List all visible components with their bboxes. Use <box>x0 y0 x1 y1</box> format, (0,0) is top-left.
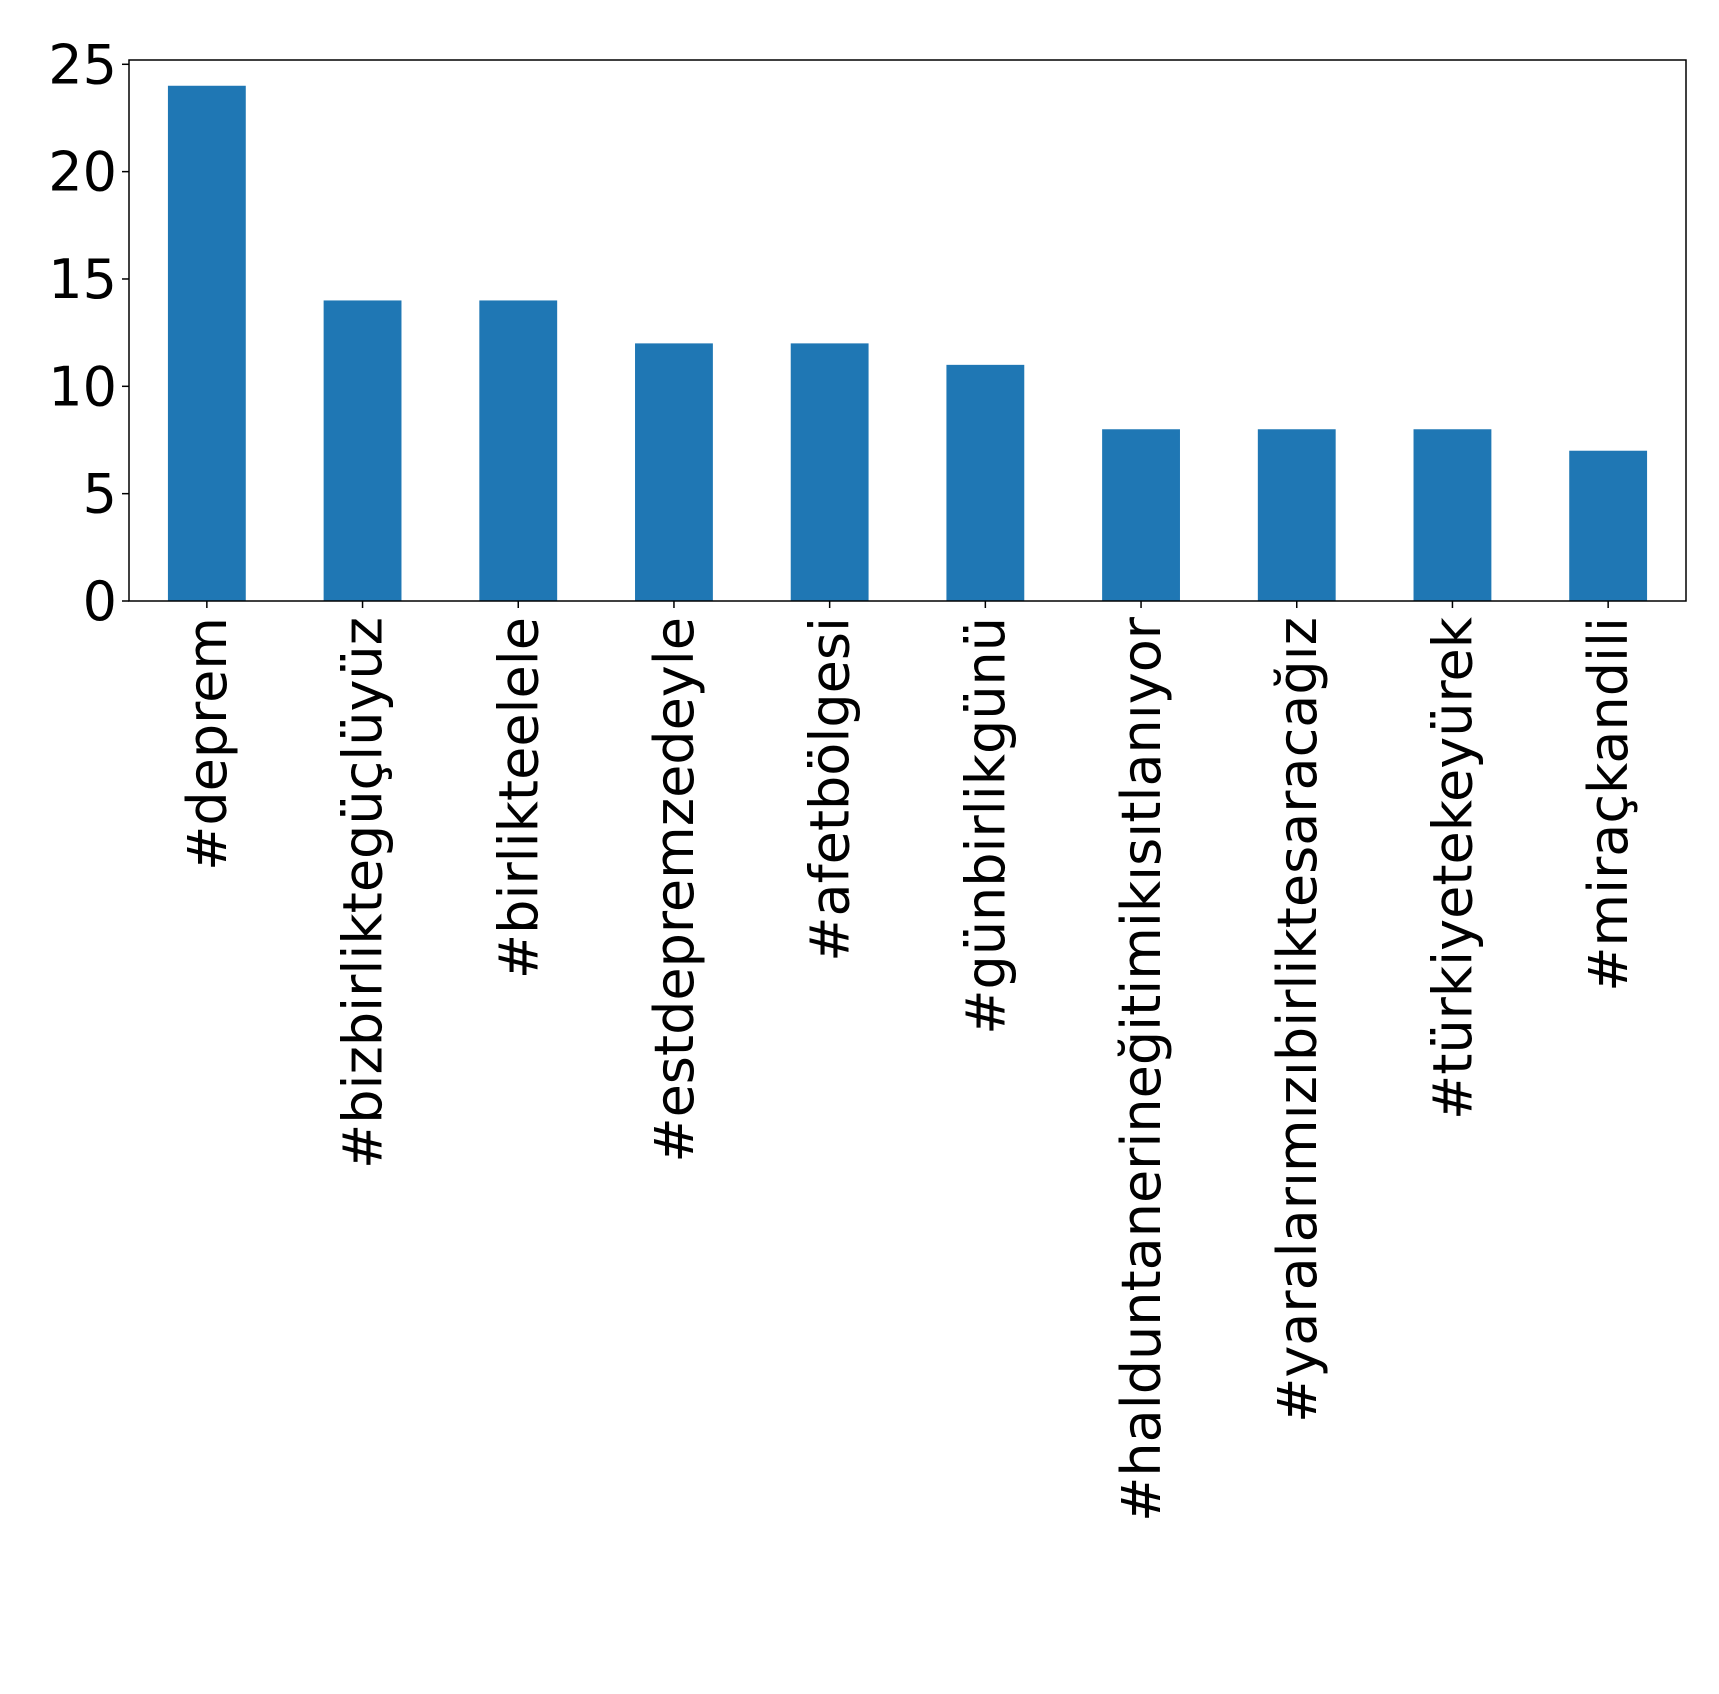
x-tick-label: #birlikteelele <box>487 617 550 979</box>
bar <box>479 300 558 601</box>
x-tick-label: #bizbirliktegüçlüyüz <box>332 617 395 1169</box>
bar <box>790 343 869 601</box>
bar <box>1413 429 1492 601</box>
x-tick-label: #afetbölgesi <box>799 617 862 962</box>
bar <box>167 85 246 601</box>
y-tick-label: 5 <box>83 463 117 526</box>
x-tick-label: #miraçkandili <box>1577 617 1640 992</box>
bar <box>323 300 402 601</box>
bar <box>1102 429 1180 601</box>
y-tick-label: 0 <box>83 570 117 633</box>
x-tick-label: #yaralarımızıbirliktesaracağız <box>1266 617 1329 1423</box>
x-tick-label: #halduntanerineğitimikısıtlanıyor <box>1110 616 1173 1522</box>
bar <box>946 364 1025 601</box>
plot-frame <box>128 59 1687 602</box>
y-tick-label: 20 <box>48 141 117 204</box>
x-tick-label: #estdepremzedeyle <box>643 617 706 1163</box>
x-axis-ticks: #deprem #bizbirliktegüçlüyüz #birlikteelel… <box>176 601 1640 1522</box>
y-tick-label: 10 <box>48 355 117 418</box>
bar <box>1257 429 1336 601</box>
y-tick-label: 15 <box>48 248 117 311</box>
x-tick-label: #deprem <box>176 617 239 871</box>
bars-group <box>167 85 1648 601</box>
bar <box>1569 450 1648 601</box>
bar <box>635 343 713 601</box>
x-tick-label: #türkiyetekeyürek <box>1421 616 1484 1120</box>
x-tick-label: #günbirlikgünü <box>954 617 1017 1035</box>
y-axis-ticks: 0 5 10 15 20 25 <box>48 33 129 633</box>
y-tick-label: 25 <box>48 33 117 96</box>
